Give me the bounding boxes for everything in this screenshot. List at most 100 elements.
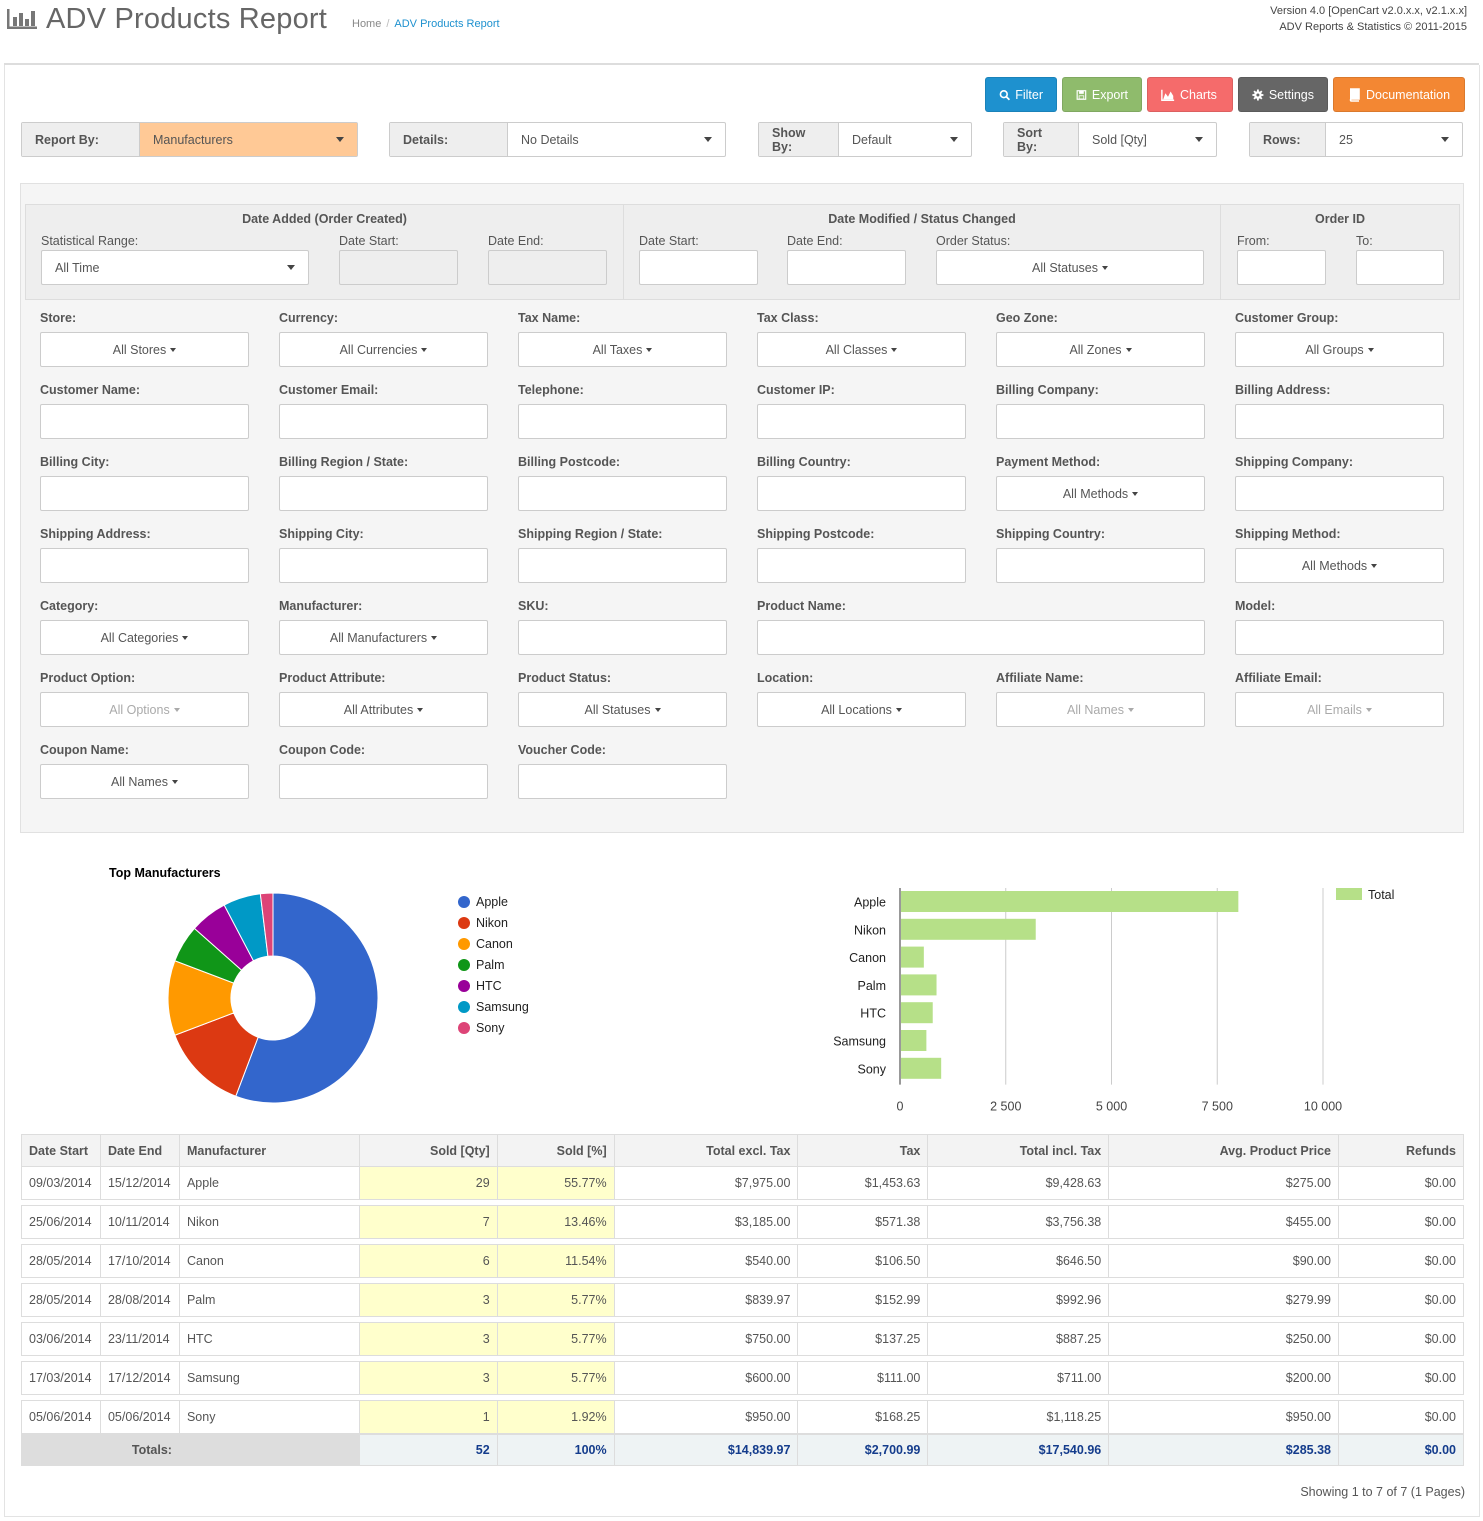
tax-class-select[interactable]: All Classes bbox=[757, 332, 966, 367]
manufacturer-select[interactable]: All Manufacturers bbox=[279, 620, 488, 655]
geo-zone-select[interactable]: All Zones bbox=[996, 332, 1205, 367]
bar-palm[interactable] bbox=[901, 974, 937, 996]
report-by-select[interactable]: Report By: Manufacturers bbox=[21, 122, 358, 157]
billing-city-input[interactable] bbox=[40, 476, 249, 511]
billing-address-input[interactable] bbox=[1235, 404, 1444, 439]
legend-item[interactable]: Nikon bbox=[458, 912, 529, 933]
spacer-cell bbox=[179, 1316, 360, 1323]
page-header: ADV Products Report bbox=[6, 2, 327, 36]
table-cell: $0.00 bbox=[1337, 1205, 1465, 1239]
coupon-code-input[interactable] bbox=[279, 764, 488, 799]
billing-postcode-input[interactable] bbox=[518, 476, 727, 511]
coupon-name-select[interactable]: All Names bbox=[40, 764, 249, 799]
billing-country-input[interactable] bbox=[757, 476, 966, 511]
table-cell: $1,453.63 bbox=[797, 1166, 929, 1200]
pie-slice-sony[interactable] bbox=[259, 892, 274, 957]
date-added-end-input[interactable] bbox=[488, 250, 607, 285]
legend-item[interactable]: Samsung bbox=[458, 996, 529, 1017]
export-button[interactable]: Export bbox=[1062, 77, 1142, 112]
shipping-company-input[interactable] bbox=[1235, 476, 1444, 511]
column-header[interactable]: Total excl. Tax bbox=[613, 1134, 799, 1167]
table-cell: 13.46% bbox=[496, 1205, 615, 1239]
customer-email-input[interactable] bbox=[279, 404, 488, 439]
bar-samsung[interactable] bbox=[901, 1030, 927, 1051]
order-id-to-input[interactable] bbox=[1356, 250, 1444, 285]
customer-group-select[interactable]: All Groups bbox=[1235, 332, 1444, 367]
charts-button[interactable]: Charts bbox=[1147, 77, 1233, 112]
shipping-method-select[interactable]: All Methods bbox=[1235, 548, 1444, 583]
order-id-from-input[interactable] bbox=[1237, 250, 1326, 285]
legend-item[interactable]: Palm bbox=[458, 954, 529, 975]
payment-method-select[interactable]: All Methods bbox=[996, 476, 1205, 511]
store-select[interactable]: All Stores bbox=[40, 332, 249, 367]
table-cell: $455.00 bbox=[1108, 1205, 1339, 1239]
charts-label: Charts bbox=[1180, 87, 1217, 102]
affiliate-name-select[interactable]: All Names bbox=[996, 692, 1205, 727]
show-by-select[interactable]: Show By: Default bbox=[758, 122, 972, 157]
bar-nikon[interactable] bbox=[901, 918, 1036, 940]
date-added-start-input[interactable] bbox=[339, 250, 458, 285]
column-header[interactable]: Avg. Product Price bbox=[1108, 1134, 1339, 1167]
location-label: Location: bbox=[757, 671, 814, 685]
shipping-city-input[interactable] bbox=[279, 548, 488, 583]
customer-name-input[interactable] bbox=[40, 404, 249, 439]
bar-apple[interactable] bbox=[901, 891, 1239, 912]
product-attribute-select[interactable]: All Attributes bbox=[279, 692, 488, 727]
order-status-select[interactable]: All Statuses bbox=[936, 250, 1204, 285]
spacer-cell bbox=[179, 1238, 360, 1245]
legend-item[interactable]: Apple bbox=[458, 891, 529, 912]
column-header[interactable]: Sold [Qty] bbox=[358, 1134, 498, 1167]
billing-region-input[interactable] bbox=[279, 476, 488, 511]
affiliate-name-value: All Names bbox=[1067, 702, 1124, 717]
documentation-button[interactable]: Documentation bbox=[1333, 77, 1465, 112]
date-modified-start-input[interactable] bbox=[639, 250, 758, 285]
sort-by-select[interactable]: Sort By: Sold [Qty] bbox=[1003, 122, 1217, 157]
column-header[interactable]: Total incl. Tax bbox=[927, 1134, 1110, 1167]
column-header[interactable]: Date Start bbox=[21, 1134, 101, 1167]
affiliate-email-select[interactable]: All Emails bbox=[1235, 692, 1444, 727]
shipping-postcode-input[interactable] bbox=[757, 548, 966, 583]
tax-name-select[interactable]: All Taxes bbox=[518, 332, 727, 367]
bar-sony[interactable] bbox=[901, 1057, 942, 1079]
details-select[interactable]: Details: No Details bbox=[389, 122, 726, 157]
table-cell: $7,975.00 bbox=[613, 1166, 799, 1200]
column-header[interactable]: Manufacturer bbox=[178, 1134, 360, 1167]
product-status-select[interactable]: All Statuses bbox=[518, 692, 727, 727]
currency-select[interactable]: All Currencies bbox=[279, 332, 488, 367]
legend-item[interactable]: Sony bbox=[458, 1017, 529, 1038]
customer-ip-input[interactable] bbox=[757, 404, 966, 439]
breadcrumb-home[interactable]: Home bbox=[352, 18, 382, 30]
product-option-select[interactable]: All Options bbox=[40, 692, 249, 727]
category-select[interactable]: All Categories bbox=[40, 620, 249, 655]
bar-canon[interactable] bbox=[901, 946, 924, 968]
legend-item[interactable]: HTC bbox=[458, 975, 529, 996]
shipping-country-input[interactable] bbox=[996, 548, 1205, 583]
column-header[interactable]: Sold [%] bbox=[496, 1134, 615, 1167]
model-input[interactable] bbox=[1235, 620, 1444, 655]
sku-input[interactable] bbox=[518, 620, 727, 655]
show-by-label: Show By: bbox=[759, 123, 839, 156]
column-header[interactable]: Date End bbox=[99, 1134, 180, 1167]
telephone-input[interactable] bbox=[518, 404, 727, 439]
bar-htc[interactable] bbox=[901, 1002, 933, 1024]
version-info: Version 4.0 [OpenCart v2.0.x.x, v2.1.x.x… bbox=[1270, 3, 1467, 35]
pie-slice-apple[interactable] bbox=[235, 892, 379, 1104]
location-select[interactable]: All Locations bbox=[757, 692, 966, 727]
statistical-range-select[interactable]: All Time bbox=[41, 250, 309, 285]
column-header[interactable]: Tax bbox=[797, 1134, 929, 1167]
date-modified-end-input[interactable] bbox=[787, 250, 906, 285]
product-name-input[interactable] bbox=[757, 620, 1205, 655]
rows-select[interactable]: Rows: 25 bbox=[1249, 122, 1463, 157]
voucher-code-input[interactable] bbox=[518, 764, 727, 799]
shipping-address-input[interactable] bbox=[40, 548, 249, 583]
legend-item[interactable]: Canon bbox=[458, 933, 529, 954]
shipping-region-input[interactable] bbox=[518, 548, 727, 583]
filter-button[interactable]: Filter bbox=[985, 77, 1057, 112]
breadcrumb-current[interactable]: ADV Products Report bbox=[394, 18, 500, 30]
billing-company-input[interactable] bbox=[996, 404, 1205, 439]
sort-by-value: Sold [Qty] bbox=[1092, 132, 1147, 147]
settings-button[interactable]: Settings bbox=[1238, 77, 1328, 112]
column-header[interactable]: Refunds bbox=[1337, 1134, 1465, 1167]
payment-method-value: All Methods bbox=[1062, 486, 1129, 501]
spacer-cell bbox=[497, 1238, 615, 1245]
